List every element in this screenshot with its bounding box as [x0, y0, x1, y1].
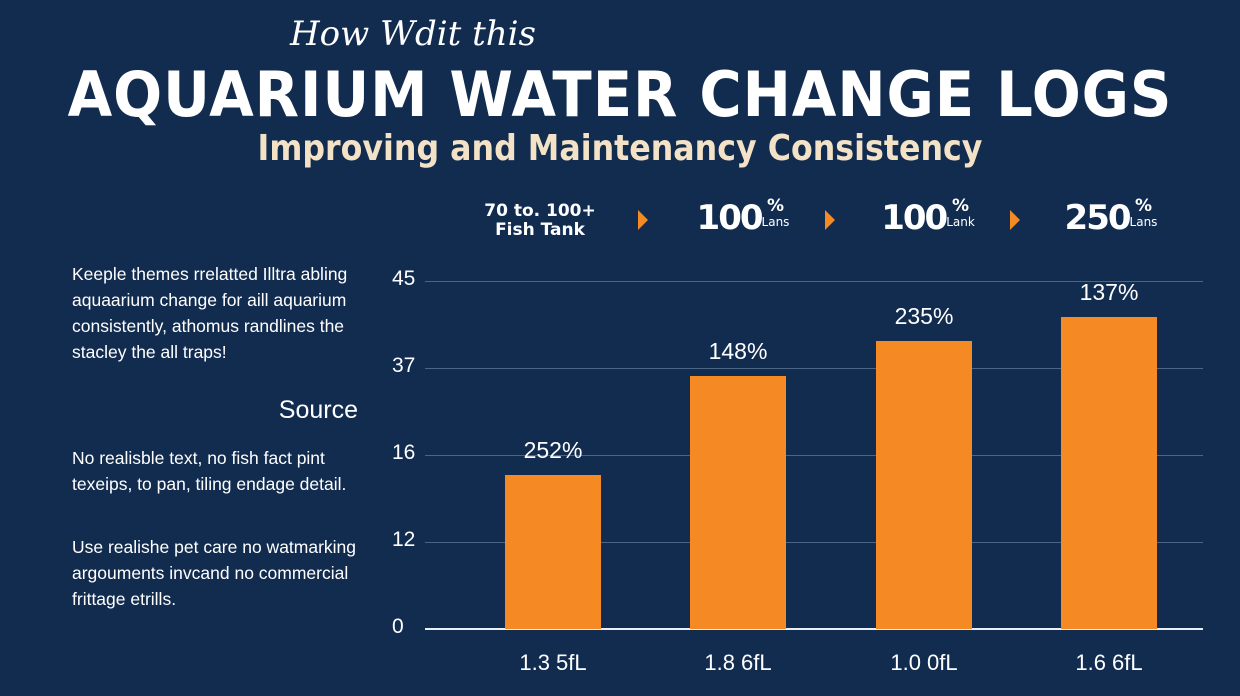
gridline [425, 368, 1203, 369]
bar [876, 340, 972, 629]
gridline [425, 455, 1203, 456]
x-tick-label: 1.3 5fL [519, 650, 587, 675]
stat-unit: % [766, 196, 784, 216]
y-tick-label: 45 [392, 267, 416, 290]
script-heading: How Wdit this [290, 14, 536, 54]
x-tick-label: 1.8 6fL [704, 650, 772, 675]
source-paragraph-2: Use realishe pet care no watmarking argo… [72, 537, 357, 609]
data-label: 252% [523, 436, 583, 463]
page-subtitle: Improving and Maintenancy Consistency [257, 128, 983, 169]
stat-item: 100% Lans [688, 196, 798, 239]
stat-sub: Lank [946, 215, 975, 229]
source-paragraph-1: No realisble text, no fish fact pint tex… [72, 448, 347, 494]
data-label: 235% [894, 302, 954, 329]
arrow-right-icon [1010, 210, 1020, 230]
stat-sub: Lans [761, 215, 790, 229]
intro-text: Keeple themes rrelatted Illtra abling aq… [72, 264, 348, 362]
stats-row: 70 to. 100+ Fish Tank 100% Lans 100% Lank … [480, 198, 1180, 248]
data-label: 148% [708, 337, 768, 364]
bar [505, 474, 601, 629]
stat-fish-tank: 70 to. 100+ Fish Tank [480, 202, 600, 240]
x-tick-label: 1.0 0fL [890, 650, 958, 675]
arrow-right-icon [638, 210, 648, 230]
data-label: 137% [1079, 278, 1139, 305]
stat-line1: 70 to. 100+ [484, 201, 596, 221]
y-tick-label: 12 [392, 528, 416, 551]
y-tick-label: 37 [392, 354, 416, 377]
stat-unit: % [1134, 196, 1152, 216]
source-heading: Source [278, 396, 358, 424]
y-tick-label: 16 [392, 441, 416, 464]
y-tick-label: 0 [392, 615, 404, 638]
x-tick-label: 1.6 6fL [1075, 650, 1143, 675]
stat-value: 100 [696, 198, 764, 238]
arrow-right-icon [825, 210, 835, 230]
stat-unit: % [951, 196, 969, 216]
bar [690, 375, 786, 629]
page-title: AQUARIUM WATER CHANGE LOGS [67, 58, 1173, 131]
gridline [425, 542, 1203, 543]
stat-value: 100 [881, 198, 948, 238]
stat-value: 250 [1064, 198, 1132, 238]
gridline [425, 281, 1203, 282]
bar [1061, 316, 1157, 629]
x-axis-baseline [425, 628, 1203, 630]
stat-item: 250% Lans [1056, 196, 1166, 239]
stat-sub: Lans [1129, 215, 1158, 229]
stat-item: 100% Lank [873, 196, 983, 239]
stat-line2: Fish Tank [495, 220, 585, 240]
